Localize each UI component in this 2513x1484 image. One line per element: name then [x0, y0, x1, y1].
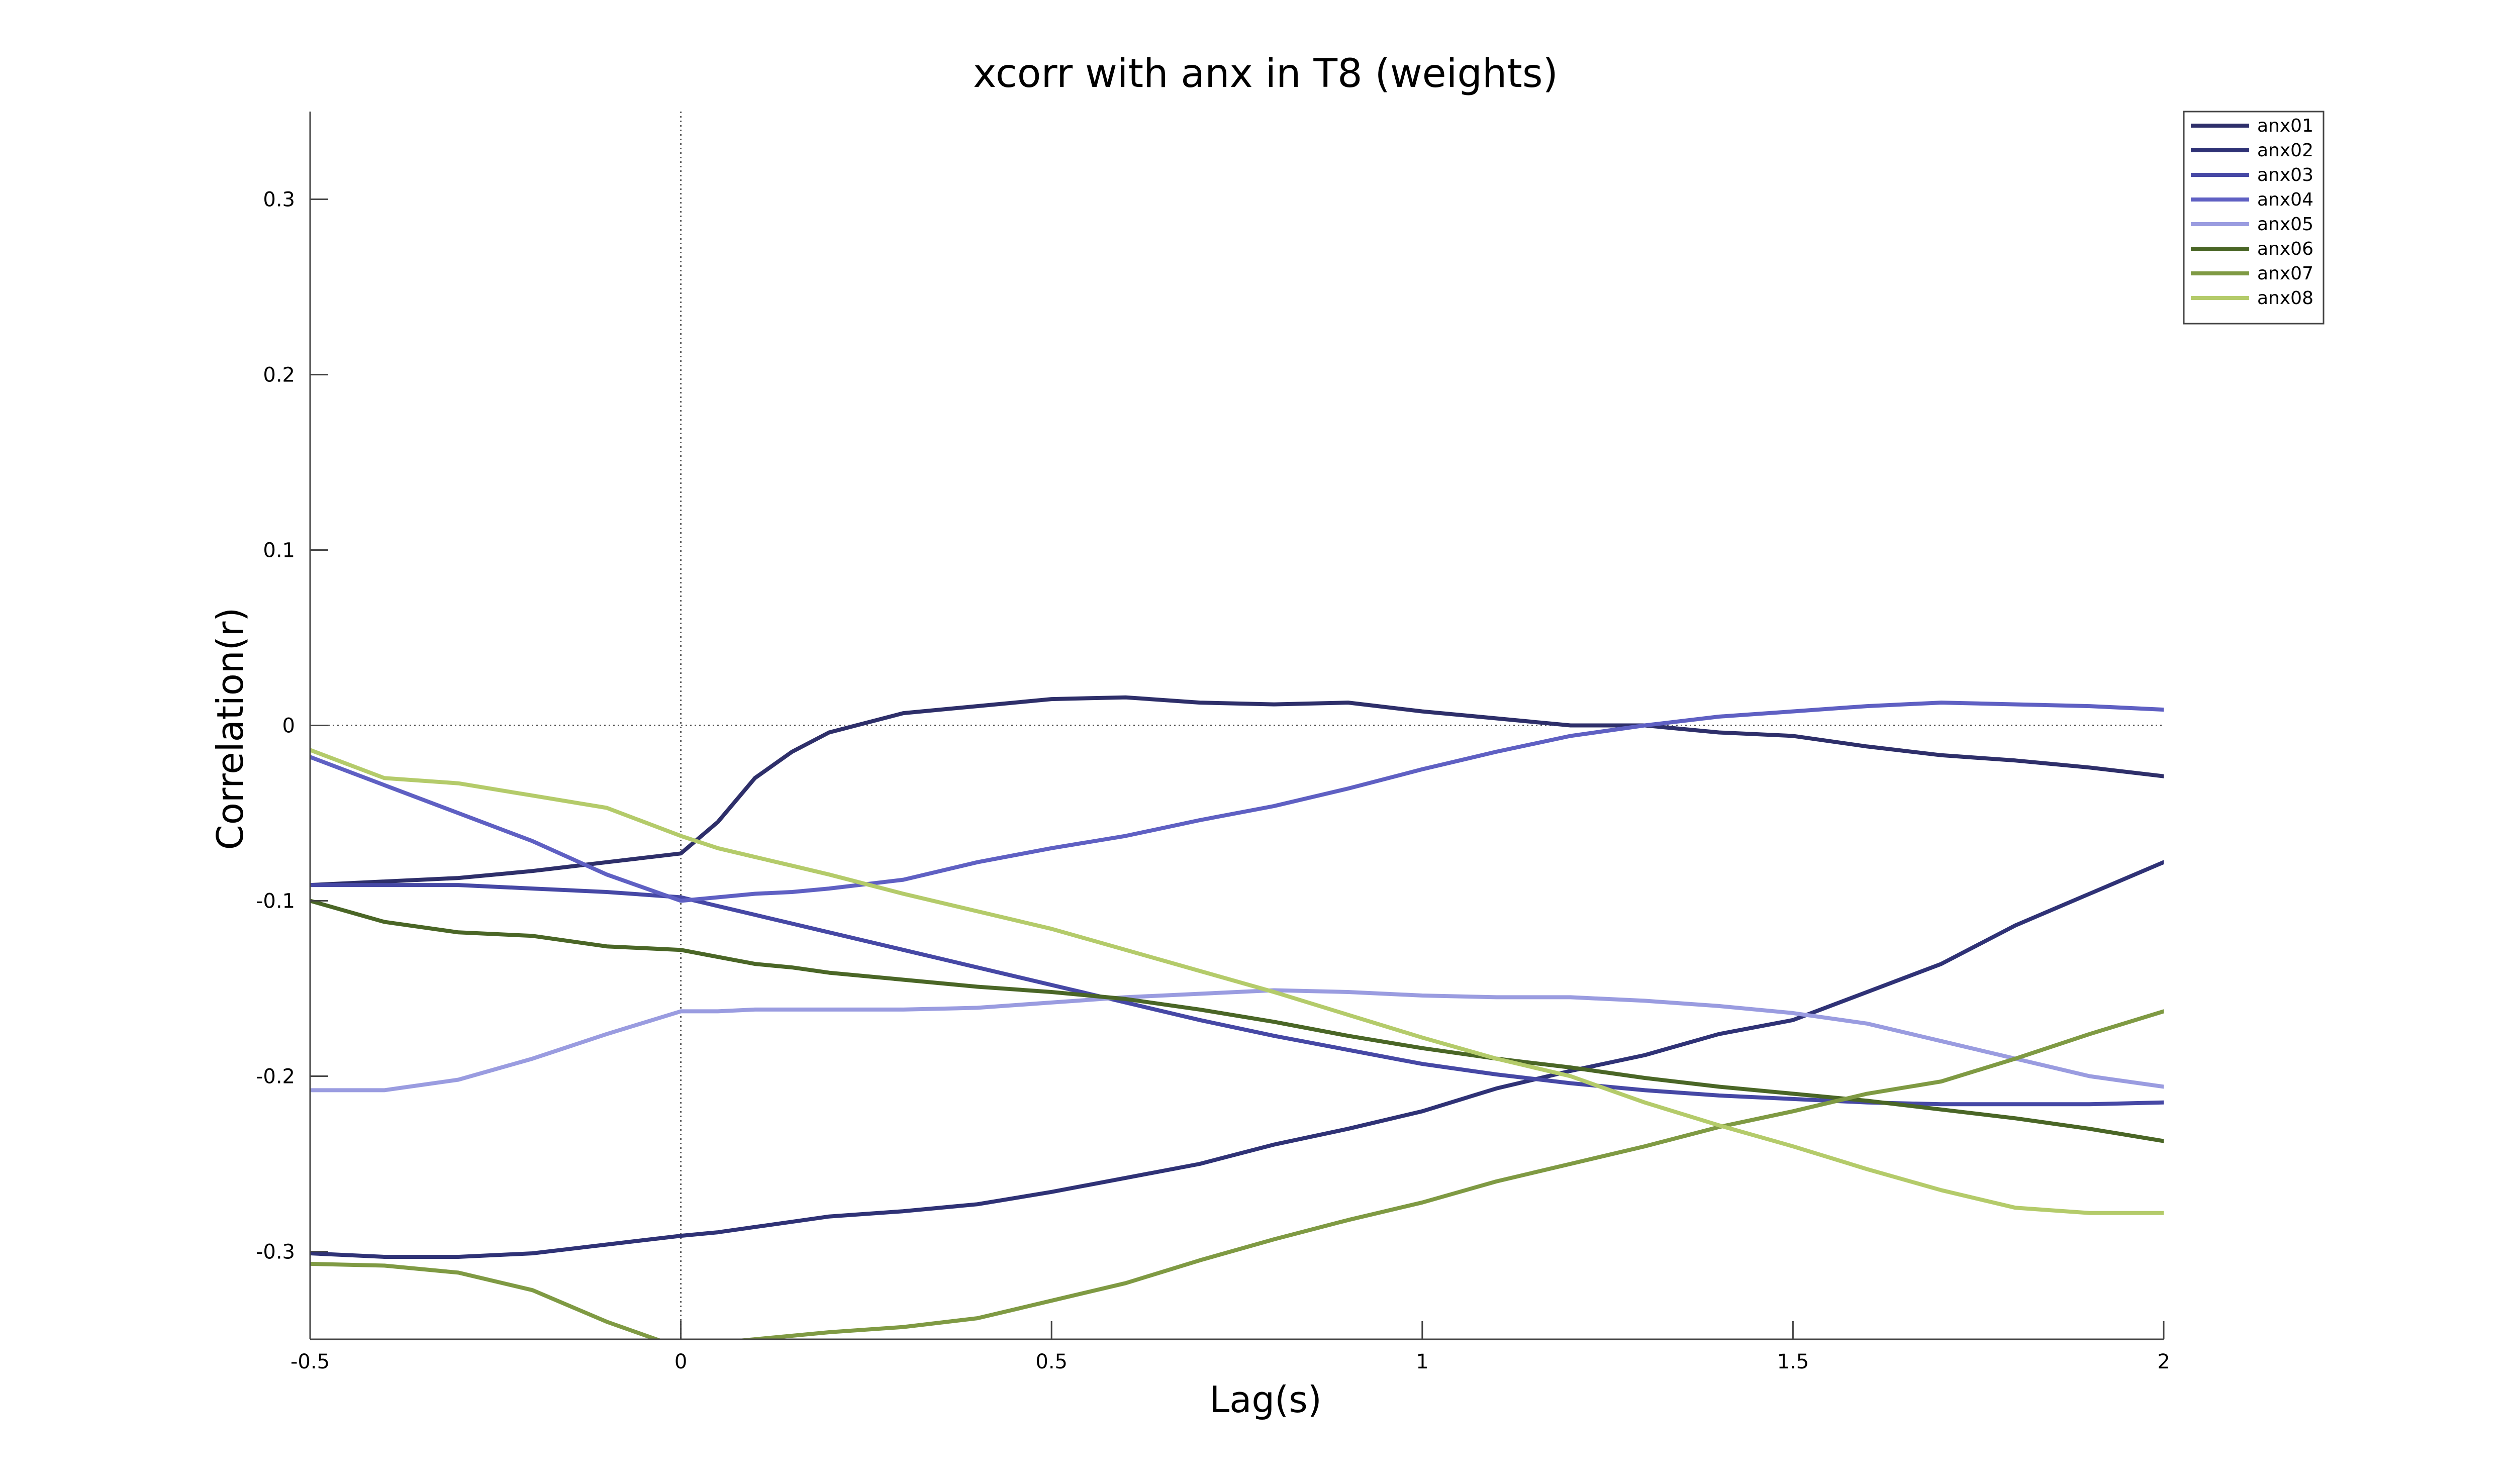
- y-tick-label: -0.1: [256, 890, 295, 913]
- y-tick-label: -0.2: [256, 1065, 295, 1089]
- x-axis-ticks: -0.5 0 0.5 1 1.5 2: [291, 1321, 2170, 1373]
- legend-label-anx07: anx07: [2257, 263, 2313, 284]
- series-line-anx01: [310, 695, 2164, 887]
- x-tick-label: 0.5: [1035, 1350, 1068, 1373]
- y-tick-label: 0.2: [263, 364, 295, 387]
- y-axis-ticks: -0.3 -0.2 -0.1 0 0.1 0.2 0.3: [256, 188, 328, 1264]
- legend-label-anx08: anx08: [2257, 288, 2313, 309]
- x-tick-label: 2: [2157, 1350, 2170, 1373]
- y-tick-label: 0.1: [263, 539, 295, 562]
- series-line-anx08: [310, 748, 2164, 1215]
- series-line-anx05: [310, 988, 2164, 1093]
- legend-label-anx06: anx06: [2257, 239, 2313, 259]
- legend: anx01 anx02 anx03 anx04 anx05 anx06 anx07 anx08: [2183, 111, 2325, 325]
- legend-label-anx02: anx02: [2257, 140, 2313, 161]
- x-tick-label: -0.5: [291, 1350, 330, 1373]
- reference-lines: [310, 112, 2164, 1339]
- y-axis-label: Correlation(r): [209, 608, 251, 850]
- y-tick-label: -0.3: [256, 1241, 295, 1264]
- legend-label-anx04: anx04: [2257, 189, 2313, 210]
- x-tick-label: 0: [674, 1350, 687, 1373]
- legend-label-anx01: anx01: [2257, 116, 2313, 136]
- y-tick-label: 0: [282, 715, 295, 738]
- series-lines: [310, 695, 2164, 1339]
- series-line-anx02: [310, 860, 2164, 1259]
- y-tick-label: 0.3: [263, 188, 295, 212]
- series-group: [310, 695, 2164, 1339]
- legend-label-anx03: anx03: [2257, 165, 2313, 185]
- x-axis-label: Lag(s): [1209, 1378, 1322, 1421]
- series-line-anx06: [310, 899, 2164, 1143]
- legend-box: [2183, 111, 2325, 325]
- chart-title: xcorr with anx in T8 (weights): [973, 51, 1558, 96]
- x-tick-label: 1: [1416, 1350, 1428, 1373]
- series-line-anx07: [310, 1009, 2164, 1339]
- legend-label-anx05: anx05: [2257, 214, 2313, 235]
- x-tick-label: 1.5: [1777, 1350, 1809, 1373]
- series-line-anx04: [310, 701, 2164, 903]
